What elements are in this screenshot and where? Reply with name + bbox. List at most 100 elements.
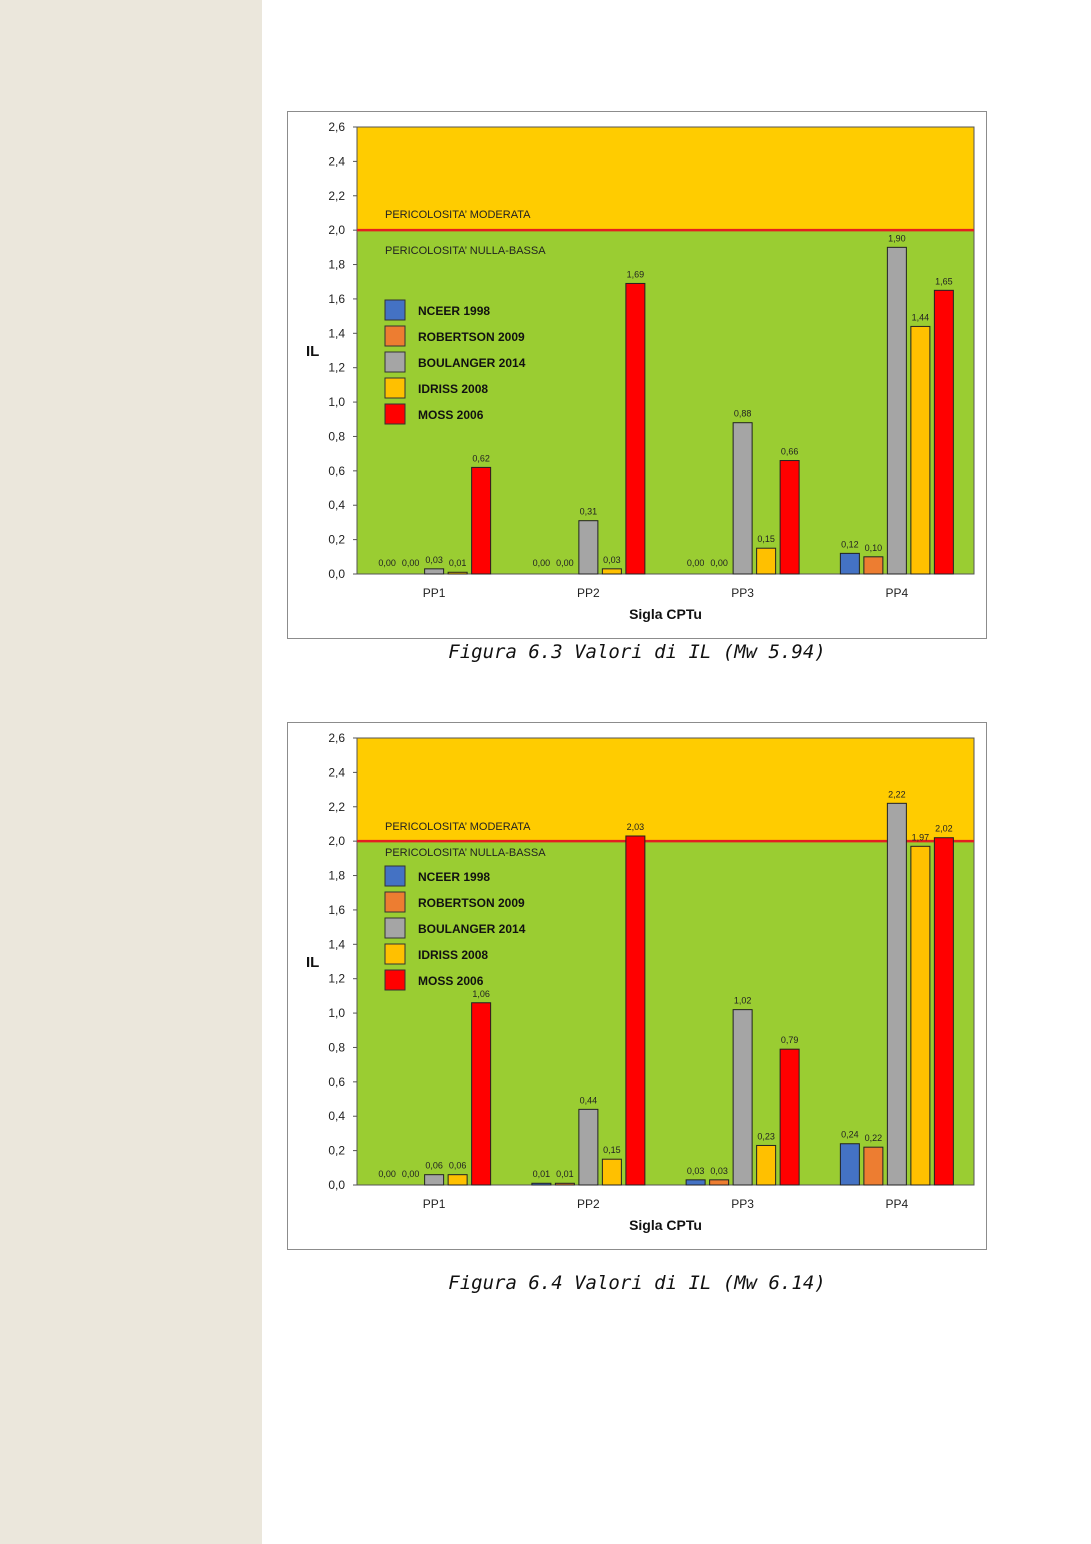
bar-boulanger-2014 [578, 1108, 599, 1186]
bar-idriss-2008 [756, 547, 777, 575]
data-label: 0,88 [734, 409, 752, 419]
y-tick-label: 0,6 [328, 1075, 345, 1089]
figure-6-4-chart: PERICOLOSITA’ MODERATA PERICOLOSITA’ NULL… [287, 722, 987, 1250]
bar-boulanger-2014 [578, 520, 599, 575]
data-label: 0,79 [781, 1035, 799, 1045]
y-tick-label: 0,8 [328, 1040, 345, 1054]
legend-swatch [384, 891, 406, 913]
y-tick-label: 0,8 [328, 429, 345, 443]
bar-idriss-2008 [601, 568, 622, 575]
legend-swatch [384, 351, 406, 373]
chart-svg: PERICOLOSITA’ MODERATA PERICOLOSITA’ NULL… [306, 731, 975, 1233]
bar-robertson-2009 [709, 1179, 730, 1186]
zone-moderate-area [357, 738, 974, 842]
legend-label: BOULANGER 2014 [418, 922, 526, 936]
legend-swatch [384, 377, 406, 399]
legend-swatch [384, 917, 406, 939]
figure-caption: Figura 6.4 Valori di IL (Mw 6.14) [448, 1272, 826, 1294]
data-label: 0,62 [472, 453, 490, 463]
data-label: 0,00 [378, 1169, 396, 1179]
x-tick-label: PP4 [886, 586, 909, 600]
legend-label: IDRISS 2008 [418, 948, 488, 962]
bar-moss-2006 [933, 289, 954, 575]
bar-idriss-2008 [910, 845, 931, 1186]
data-label: 0,03 [687, 1166, 705, 1176]
zone-low-area [357, 841, 974, 1185]
data-label: 0,23 [757, 1131, 775, 1141]
bar-robertson-2009 [554, 1182, 575, 1186]
x-tick-label: PP3 [731, 1197, 754, 1211]
y-tick-label: 1,6 [328, 292, 345, 306]
y-tick-label: 0,4 [328, 498, 345, 512]
bar-moss-2006 [779, 460, 800, 575]
legend-swatch [384, 865, 406, 887]
figure-6-3-chart: PERICOLOSITA’ MODERATA PERICOLOSITA’ NULL… [287, 111, 987, 639]
data-label: 0,00 [687, 558, 705, 568]
legend-swatch [384, 299, 406, 321]
y-axis-title: IL [306, 954, 319, 971]
data-label: 0,00 [533, 558, 551, 568]
bar-nceer-1998 [531, 1182, 552, 1186]
x-tick-label: PP3 [731, 586, 754, 600]
data-label: 1,90 [888, 233, 906, 243]
bar-boulanger-2014 [424, 1174, 445, 1186]
bar-idriss-2008 [756, 1144, 777, 1186]
data-label: 0,22 [865, 1133, 883, 1143]
data-label: 0,01 [533, 1169, 551, 1179]
data-label: 0,31 [580, 507, 598, 517]
bar-idriss-2008 [601, 1158, 622, 1186]
y-tick-label: 1,0 [328, 395, 345, 409]
data-label: 0,44 [580, 1095, 598, 1105]
bar-boulanger-2014 [732, 1009, 753, 1186]
zone-low-area [357, 230, 974, 574]
x-tick-label: PP4 [886, 1197, 909, 1211]
y-tick-label: 1,2 [328, 361, 345, 375]
y-tick-label: 2,2 [328, 189, 345, 203]
y-tick-label: 0,0 [328, 1178, 345, 1192]
legend-swatch [384, 325, 406, 347]
y-tick-label: 1,0 [328, 1006, 345, 1020]
bar-nceer-1998 [839, 1143, 860, 1186]
data-label: 0,00 [378, 558, 396, 568]
bar-boulanger-2014 [886, 802, 907, 1186]
data-label: 0,06 [425, 1161, 443, 1171]
bar-idriss-2008 [447, 571, 468, 575]
x-tick-label: PP1 [423, 586, 446, 600]
data-label: 0,10 [865, 543, 883, 553]
zone-moderate-area [357, 127, 974, 231]
legend-swatch [384, 969, 406, 991]
bar-idriss-2008 [910, 325, 931, 575]
legend-label: ROBERTSON 2009 [418, 896, 525, 910]
legend-swatch [384, 403, 406, 425]
y-tick-label: 2,0 [328, 223, 345, 237]
bar-moss-2006 [933, 837, 954, 1186]
data-label: 1,97 [912, 832, 930, 842]
x-tick-label: PP2 [577, 1197, 600, 1211]
zone-low-label: PERICOLOSITA’ NULLA-BASSA [385, 847, 546, 859]
bar-boulanger-2014 [424, 568, 445, 575]
zone-low-label: PERICOLOSITA’ NULLA-BASSA [385, 245, 546, 257]
legend-swatch [384, 943, 406, 965]
data-label: 0,01 [449, 558, 467, 568]
legend-label: NCEER 1998 [418, 870, 490, 884]
legend-label: BOULANGER 2014 [418, 356, 526, 370]
y-tick-label: 1,4 [328, 326, 345, 340]
y-tick-label: 1,8 [328, 869, 345, 883]
y-tick-label: 2,6 [328, 731, 345, 745]
x-axis-title: Sigla CPTu [629, 1217, 702, 1233]
legend-label: IDRISS 2008 [418, 382, 488, 396]
y-tick-label: 2,6 [328, 120, 345, 134]
x-tick-label: PP2 [577, 586, 600, 600]
legend-label: NCEER 1998 [418, 304, 490, 318]
data-label: 2,22 [888, 789, 906, 799]
y-tick-label: 0,6 [328, 464, 345, 478]
bar-boulanger-2014 [886, 246, 907, 575]
data-label: 0,00 [556, 558, 574, 568]
y-tick-label: 1,2 [328, 972, 345, 986]
zone-moderate-label: PERICOLOSITA’ MODERATA [385, 209, 531, 221]
data-label: 0,00 [710, 558, 728, 568]
y-tick-label: 0,2 [328, 1144, 345, 1158]
y-tick-label: 1,8 [328, 258, 345, 272]
bar-idriss-2008 [447, 1174, 468, 1186]
bar-nceer-1998 [839, 552, 860, 575]
